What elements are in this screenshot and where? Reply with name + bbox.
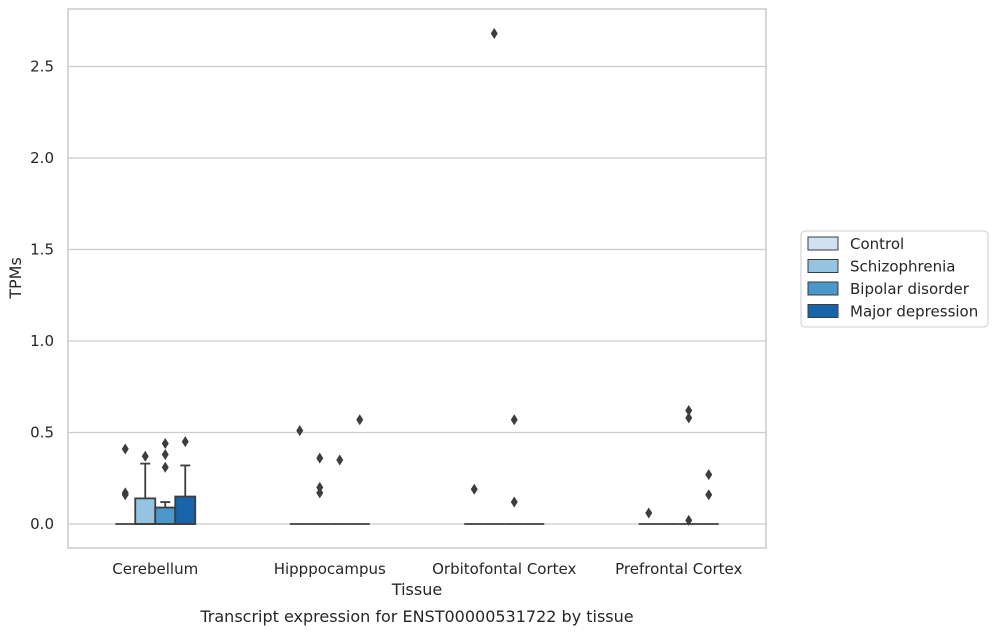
outlier-point: [705, 489, 713, 501]
box-1-0: [289, 425, 310, 525]
legend-label: Bipolar disorder: [850, 280, 970, 298]
outlier-point: [181, 436, 189, 448]
outlier-point: [161, 448, 169, 460]
chart-caption: Transcript expression for ENST0000053172…: [199, 607, 633, 626]
box-0-3: [174, 436, 197, 525]
outlier-point: [490, 28, 498, 40]
outlier-point: [316, 452, 324, 464]
y-tick-label: 0.0: [30, 515, 54, 533]
outlier-point: [510, 414, 518, 426]
plot-area: [68, 9, 766, 548]
box-2-0: [464, 483, 485, 525]
outlier-point: [645, 507, 653, 519]
box-0-0: [115, 443, 136, 525]
outlier-point: [685, 412, 693, 424]
box-3-3: [698, 469, 719, 525]
y-axis-ticks: 0.0 0.5 1.0 1.5 2.0 2.5: [30, 58, 54, 534]
box-2-1: [484, 28, 505, 525]
y-tick-label: 1.5: [30, 241, 54, 259]
legend-swatch: [807, 259, 839, 273]
y-tick-label: 2.5: [30, 58, 54, 76]
box-body: [134, 497, 157, 525]
outlier-point: [685, 405, 693, 417]
outlier-point: [296, 425, 304, 437]
outlier-point: [161, 437, 169, 449]
legend-swatch: [807, 304, 839, 318]
y-axis-label: TPMs: [6, 257, 25, 300]
box-1-1: [309, 452, 330, 525]
y-tick-label: 1.0: [30, 332, 54, 350]
legend-swatch: [807, 236, 839, 251]
outlier-point: [685, 514, 693, 526]
outlier-point: [121, 489, 129, 501]
legend: Control Schizophrenia Bipolar disorder Majo…: [800, 230, 989, 328]
outlier-point: [141, 450, 149, 462]
box-body: [174, 495, 197, 525]
x-tick-label: Prefrontal Cortex: [615, 560, 742, 578]
outlier-point: [470, 483, 478, 495]
box-3-2: [678, 405, 699, 526]
legend-label: Major depression: [850, 303, 978, 321]
y-tick-label: 2.0: [30, 149, 54, 167]
legend-label: Schizophrenia: [850, 258, 955, 276]
y-tick-label: 0.5: [30, 424, 54, 442]
box-1-3: [349, 414, 370, 525]
outlier-point: [161, 461, 169, 473]
box-2-2: [504, 414, 525, 525]
x-tick-label: Orbitofontal Cortex: [432, 560, 576, 578]
outlier-point: [316, 487, 324, 499]
box-1-2: [329, 454, 350, 525]
x-tick-label: Hipppocampus: [274, 560, 386, 578]
legend-swatch: [807, 281, 839, 296]
box-0-2: [154, 437, 177, 525]
plot-frame: [67, 8, 767, 549]
x-tick-label: Cerebellum: [112, 560, 198, 578]
x-axis-ticks: Cerebellum Hipppocampus Orbitofontal Corte…: [112, 560, 742, 578]
box-series: [115, 28, 719, 526]
box-body: [154, 506, 177, 525]
box-0-1: [134, 450, 157, 525]
outlier-point: [510, 496, 518, 508]
outlier-point: [705, 469, 713, 481]
outlier-point: [336, 454, 344, 466]
x-axis-label: Tissue: [391, 580, 442, 599]
legend-label: Control: [850, 235, 904, 253]
outlier-point: [356, 414, 364, 426]
legend-frame: [800, 230, 989, 328]
box-3-0: [638, 507, 659, 525]
outlier-point: [121, 443, 129, 455]
